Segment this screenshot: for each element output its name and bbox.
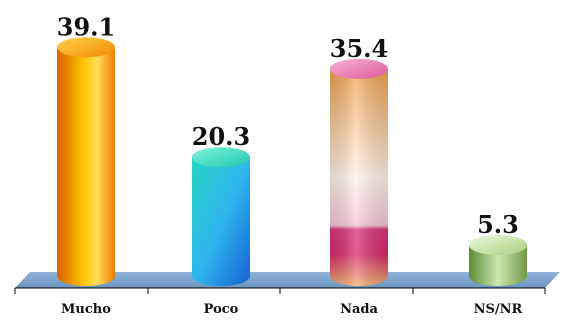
- value-label-nsnr: 5.3: [477, 210, 519, 239]
- category-label-nada: Nada: [340, 302, 378, 317]
- bar-top: [469, 234, 527, 255]
- value-label-mucho: 39.1: [57, 12, 115, 41]
- bar-top: [192, 147, 250, 168]
- bar-body: [192, 157, 250, 286]
- value-label-nada: 35.4: [330, 34, 388, 63]
- category-label-mucho: Mucho: [61, 302, 111, 317]
- bar-top: [57, 37, 115, 58]
- bars-group: [57, 37, 527, 286]
- x-axis-ticks: [14, 288, 546, 294]
- bar-poco: [192, 147, 250, 286]
- category-label-nsnr: NS/NR: [474, 302, 523, 317]
- bar-nada: [330, 58, 388, 286]
- bar-nsnr: [469, 234, 527, 286]
- bar-body: [57, 47, 115, 286]
- category-label-poco: Poco: [204, 302, 239, 317]
- chart-floor: [15, 272, 560, 288]
- bar-body: [469, 244, 527, 286]
- bar-mucho: [57, 37, 115, 286]
- bar-top: [330, 58, 388, 79]
- value-label-poco: 20.3: [192, 122, 250, 151]
- bar-shading: [330, 68, 388, 286]
